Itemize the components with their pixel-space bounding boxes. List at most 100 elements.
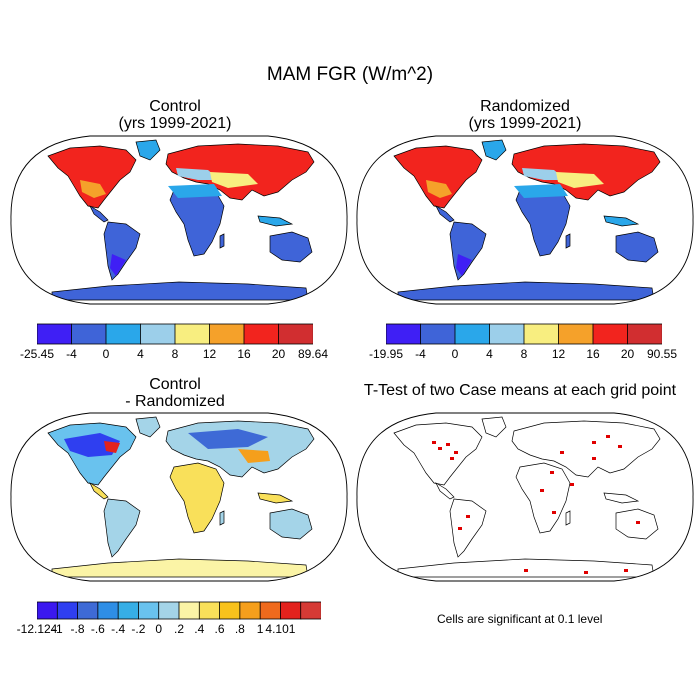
indonesia-landmass [603,492,640,504]
na-positive-zone [104,441,120,453]
central-asia-zone [556,172,604,188]
significance-note: Cells are significant at 0.1 level [437,612,603,626]
eurasia-negative-zone [188,429,268,449]
madagascar-landmass [219,233,225,249]
significant-cell [552,511,556,514]
randomized-colorbar-label: 0 [451,347,459,361]
significant-cell [454,451,458,454]
eurasia-landmass [165,143,315,201]
significant-cell [550,471,554,474]
control-colorbar-swatch [278,323,313,345]
antarctica-landmass [51,558,309,578]
control-colorbar-swatch [37,323,73,345]
patagonia-zone [456,254,472,276]
greenland-landmass [135,416,161,438]
central-america-landmass [89,482,109,500]
map-frame [356,412,694,582]
difference-colorbar-label: .8 [234,622,245,636]
control-colorbar-label: 20 [271,347,286,361]
significant-cell [438,447,442,450]
central-america-landmass [435,482,455,500]
difference-colorbar-swatch [158,601,180,620]
control-colorbar-label: 4 [137,347,144,361]
control-colorbar-labels: -25.45 -4 0 4 8 12 16 20 89.64 [20,347,328,363]
significant-cell [592,441,596,444]
control-colorbar-label: 12 [202,347,217,361]
difference-colorbar-label: .4 [194,622,205,636]
indonesia-landmass [257,215,294,227]
central-america-landmass [89,205,109,223]
control-title-line1: Control [149,98,201,115]
madagascar-landmass [219,510,225,526]
africa-landmass [169,462,225,534]
control-panel-title: Control (yrs 1999-2021) [40,98,310,132]
europe-zone [176,168,220,180]
difference-colorbar-label: -12.124 [16,622,58,636]
significant-cell [636,521,640,524]
randomized-colorbar-label: -4 [415,347,426,361]
greenland-landmass [135,139,161,161]
control-colorbar-swatch [209,323,245,345]
difference-colorbar-label: -1 [51,622,63,636]
difference-colorbar-label: 0 [155,622,163,636]
control-colorbar-label: -25.45 [19,347,55,361]
difference-colorbar-label: .2 [173,622,185,636]
greenland-landmass [481,139,507,161]
significant-cell [584,571,588,574]
significant-cell [606,435,610,438]
africa-landmass [515,462,571,534]
control-colorbar-swatch [174,323,211,345]
south-america-landmass [103,221,141,281]
significant-cell [618,445,622,448]
difference-colorbar-label: 4.101 [265,622,296,636]
south-america-landmass [449,221,487,281]
indonesia-landmass [257,492,294,504]
control-map [10,135,348,305]
control-colorbar-swatch [140,323,176,345]
randomized-colorbar-label: 4 [486,347,493,361]
difference-colorbar-swatch [138,601,160,620]
australia-landmass [269,508,313,540]
madagascar-landmass [565,233,571,249]
randomized-colorbar-label: 20 [620,347,635,361]
difference-colorbar-swatch [239,601,261,620]
sahara-zone [168,184,222,198]
control-colorbar [37,323,313,345]
difference-colorbar-labels: -12.124 -1 -.8 -.6 -.4 -.2 0 .2 .4 .6 .8 1 4.101 [17,622,321,638]
difference-colorbar-label: -.6 [90,622,105,636]
australia-landmass [269,231,313,263]
south-america-landmass [103,498,141,558]
significant-cell [570,483,574,486]
difference-colorbar-swatch [37,601,58,620]
significant-cell [446,443,450,446]
significant-cell [432,441,436,444]
significant-cell [466,515,470,518]
central-asia-zone [210,172,258,188]
randomized-title-line2: (yrs 1999-2021) [468,115,582,132]
difference-colorbar-swatch [77,601,99,620]
antarctica-landmass [51,281,309,301]
australia-landmass [615,231,659,263]
significant-cell [450,457,454,460]
sahara-zone [514,184,568,198]
control-colorbar-swatch [71,323,107,345]
significant-cell [624,569,628,572]
randomized-colorbar-swatch [558,323,594,345]
madagascar-landmass [565,510,571,526]
difference-panel-title: Control - Randomized [40,376,310,410]
significant-cell [592,457,596,460]
randomized-colorbar [386,323,662,345]
randomized-colorbar-swatch [454,323,491,345]
antarctica-landmass [397,281,655,301]
difference-colorbar-swatch [56,601,79,620]
significant-cell [524,569,528,572]
randomized-colorbar-swatch [592,323,629,345]
randomized-colorbar-swatch [627,323,662,345]
map-frame [10,135,348,305]
randomized-colorbar-label: 90.55 [646,347,678,361]
difference-colorbar-swatch [300,601,321,620]
control-title-line2: (yrs 1999-2021) [118,115,232,132]
randomized-colorbar-label: 16 [586,347,600,361]
control-colorbar-label: 16 [237,347,251,361]
antarctica-landmass [397,558,655,578]
